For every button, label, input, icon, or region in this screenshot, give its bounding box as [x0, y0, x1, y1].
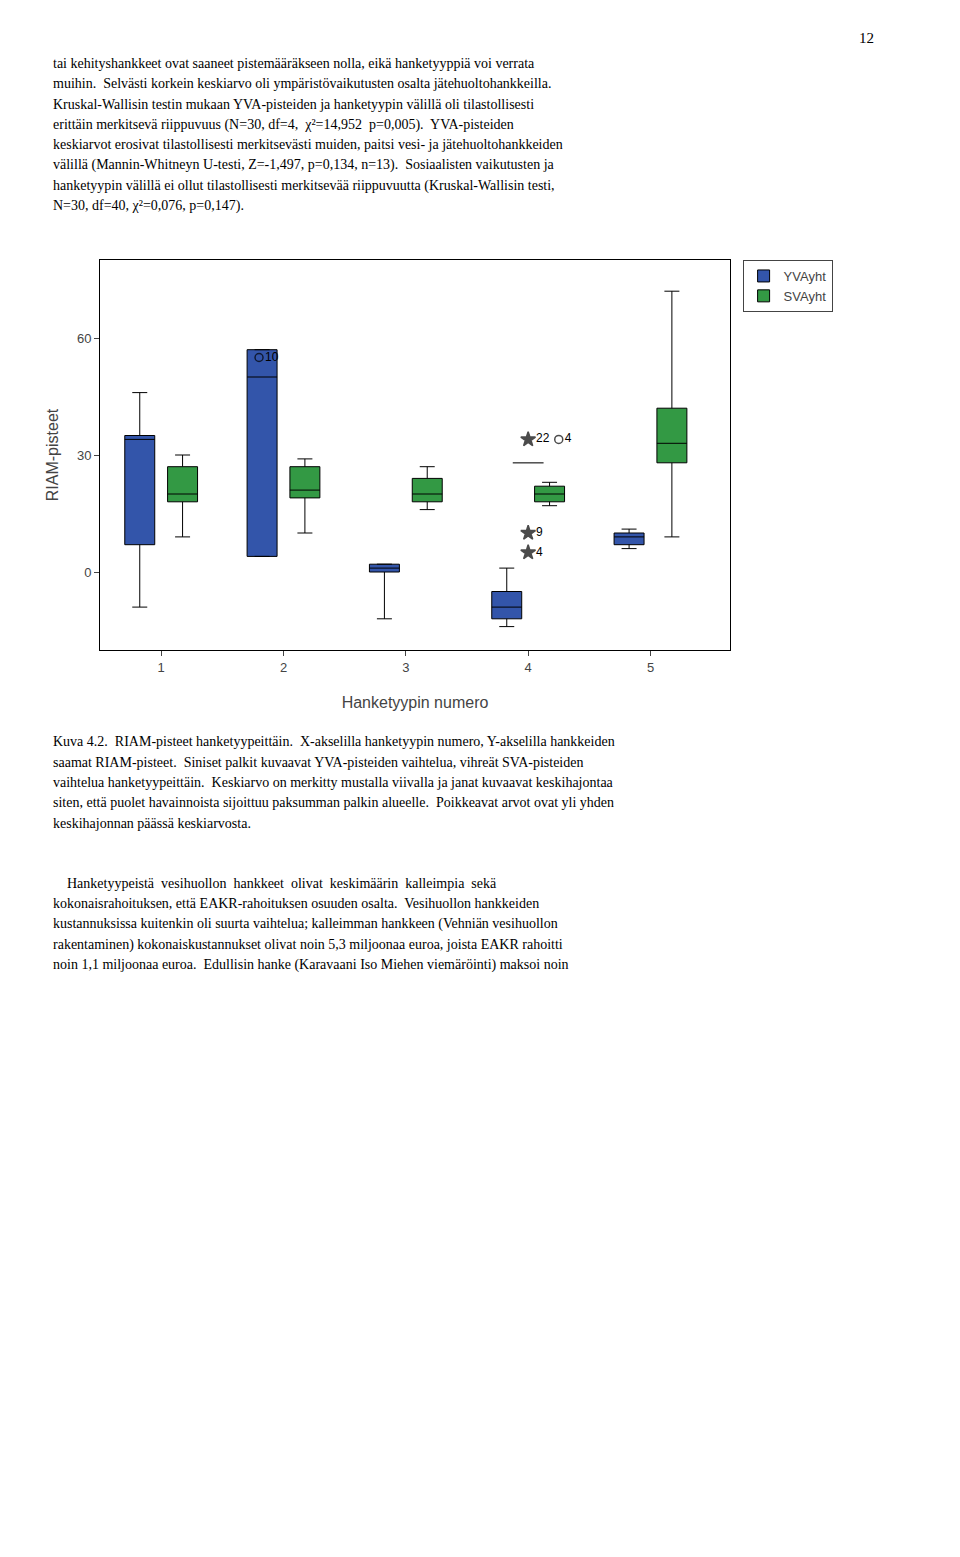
svg-text:4: 4: [565, 432, 572, 446]
svg-text:60: 60: [77, 331, 91, 346]
svg-text:30: 30: [77, 448, 91, 463]
svg-text:YVAyht: YVAyht: [784, 269, 827, 284]
svg-text:9: 9: [536, 525, 543, 539]
html-text:Hanketyypeistä vesihuollon han: Hanketyypeistä vesihuollon hankkeet oliv…: [53, 875, 569, 972]
svg-text:Hanketyypin numero: Hanketyypin numero: [342, 694, 489, 711]
svg-text:4: 4: [536, 545, 543, 559]
svg-text:1: 1: [158, 660, 165, 675]
svg-text:4: 4: [525, 660, 532, 675]
svg-text:0: 0: [84, 565, 91, 580]
svg-text:22: 22: [536, 432, 550, 446]
svg-text:3: 3: [402, 660, 409, 675]
svg-text:5: 5: [647, 660, 654, 675]
html-text:Kuva 4.2. RIAM-pisteet hankety: Kuva 4.2. RIAM-pisteet hanketyypeittäin.…: [53, 734, 615, 831]
svg-text:2: 2: [280, 660, 287, 675]
html-text:12: 12: [859, 30, 874, 46]
svg-text:10: 10: [265, 350, 279, 364]
html-text:tai kehityshankkeet ovat saane: tai kehityshankkeet ovat saaneet pistemä…: [53, 56, 563, 214]
svg-text:RIAM-pisteet: RIAM-pisteet: [44, 409, 61, 502]
svg-text:SVAyht: SVAyht: [784, 289, 827, 304]
